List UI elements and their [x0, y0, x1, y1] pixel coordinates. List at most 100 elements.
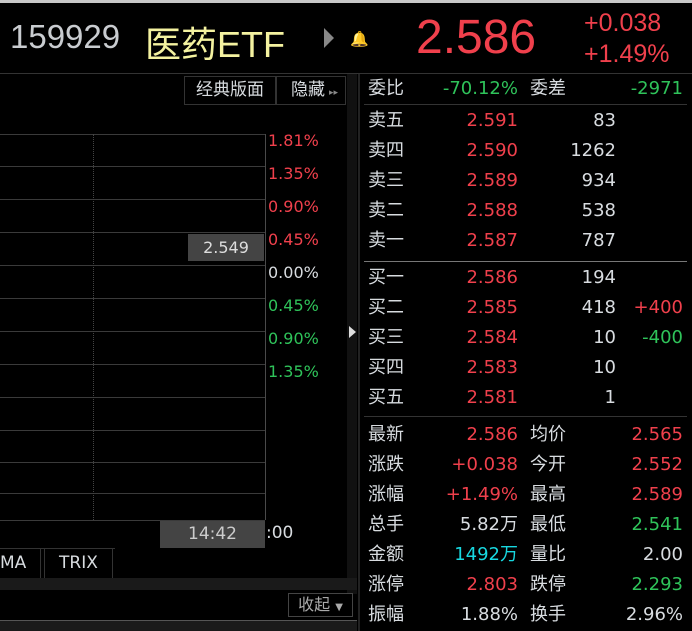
- tab-ma[interactable]: MA: [0, 549, 42, 578]
- bid-volume: 1: [604, 387, 616, 408]
- bid-row[interactable]: 买三 2.584 10 -400: [360, 323, 692, 353]
- bid-row[interactable]: 买一 2.586 194: [360, 263, 692, 293]
- chart-gridline: [0, 166, 265, 167]
- stat-value: 2.552: [631, 454, 683, 475]
- ask-volume: 787: [581, 230, 616, 251]
- bid-label: 买三: [368, 327, 404, 348]
- chart-gridline: [0, 430, 265, 431]
- stock-code: 159929: [10, 18, 121, 55]
- stat-label: 涨停: [368, 574, 404, 595]
- bid-row[interactable]: 买五 2.581 1: [360, 383, 692, 413]
- ask-label: 卖一: [368, 230, 404, 251]
- indicator-tabs: [0, 548, 115, 578]
- last-price: 2.586: [416, 11, 537, 64]
- chart-gridline: [0, 232, 265, 233]
- pct-label: 0.90%: [268, 329, 319, 348]
- stat-label: 最低: [530, 514, 566, 535]
- window-top-border: [0, 0, 692, 3]
- stat-value: 5.82万: [459, 514, 518, 535]
- chart-border: [265, 134, 266, 520]
- stat-row: 总手 5.82万 最低 2.541: [360, 510, 692, 540]
- ask-price: 2.589: [466, 170, 518, 191]
- stat-value: 2.803: [466, 574, 518, 595]
- bid-price: 2.586: [466, 267, 518, 288]
- bid-label: 买四: [368, 357, 404, 378]
- stat-label: 均价: [530, 424, 566, 445]
- bid-volume: 10: [593, 327, 616, 348]
- bid-row[interactable]: 买二 2.585 418 +400: [360, 293, 692, 323]
- chart-gridline: [0, 397, 265, 398]
- collapse-label: 收起: [298, 595, 331, 614]
- stat-label: 总手: [368, 514, 404, 535]
- ask-price: 2.591: [466, 110, 518, 131]
- stat-value: 2.589: [631, 484, 683, 505]
- divider: [364, 416, 687, 417]
- ask-volume: 934: [581, 170, 616, 191]
- tab-trix[interactable]: TRIX: [44, 549, 113, 578]
- chart-gridline: [0, 462, 265, 463]
- diff-value: -2971: [630, 78, 683, 99]
- ask-row[interactable]: 卖五 2.591 83: [360, 106, 692, 136]
- stat-label: 涨幅: [368, 484, 404, 505]
- stat-value: 2.586: [466, 424, 518, 445]
- chart-gridline: [0, 331, 265, 332]
- stat-row: 涨跌 +0.038 今开 2.552: [360, 450, 692, 480]
- divider: [364, 261, 687, 262]
- ask-volume: 538: [581, 200, 616, 221]
- ask-row[interactable]: 卖二 2.588 538: [360, 196, 692, 226]
- bid-label: 买一: [368, 267, 404, 288]
- stock-name: 医药ETF: [145, 24, 285, 65]
- bid-volume: 10: [593, 357, 616, 378]
- chart-dotted-gridline: [93, 134, 94, 520]
- collapse-button[interactable]: 收起 ▼: [288, 593, 353, 617]
- diff-label: 委差: [530, 78, 566, 99]
- stat-label: 金额: [368, 544, 404, 565]
- expand-arrow-icon[interactable]: [349, 326, 356, 338]
- divider: [358, 74, 360, 631]
- chart-gridline: [0, 265, 265, 266]
- stat-value: +0.038: [451, 454, 518, 475]
- stat-label: 今开: [530, 454, 566, 475]
- ask-label: 卖五: [368, 110, 404, 131]
- bell-icon[interactable]: 🔔: [350, 30, 369, 48]
- bottom-panel: [0, 620, 357, 631]
- bid-price: 2.585: [466, 297, 518, 318]
- ask-row[interactable]: 卖三 2.589 934: [360, 166, 692, 196]
- bid-row[interactable]: 买四 2.583 10: [360, 353, 692, 383]
- price-change-pct: +1.49%: [584, 40, 670, 68]
- ask-volume: 83: [593, 110, 616, 131]
- cursor-price-tag: 2.549: [188, 234, 264, 261]
- stat-value: 2.541: [631, 514, 683, 535]
- chart-gridline: [0, 199, 265, 200]
- bid-volume-change: +400: [633, 297, 683, 318]
- stat-label: 量比: [530, 544, 566, 565]
- ask-price: 2.587: [466, 230, 518, 251]
- play-icon[interactable]: [324, 28, 334, 48]
- classic-layout-button[interactable]: 经典版面: [184, 76, 276, 105]
- pct-label: 1.81%: [268, 131, 319, 150]
- chart-gridline: [0, 298, 265, 299]
- bid-volume: 194: [581, 267, 616, 288]
- ask-row[interactable]: 卖一 2.587 787: [360, 226, 692, 256]
- ask-price: 2.588: [466, 200, 518, 221]
- stat-row: 涨停 2.803 跌停 2.293: [360, 570, 692, 600]
- stat-label: 换手: [530, 604, 566, 625]
- price-change: +0.038: [584, 9, 662, 37]
- horizontal-scrollbar[interactable]: [0, 578, 357, 590]
- chart-gridline: [0, 364, 265, 365]
- stat-value: 2.00: [642, 544, 683, 565]
- hide-button[interactable]: 隐藏 ▸▸: [276, 76, 346, 105]
- ask-row[interactable]: 卖四 2.590 1262: [360, 136, 692, 166]
- pct-label: 0.45%: [268, 230, 319, 249]
- divider: [364, 104, 687, 105]
- bid-volume-change: -400: [642, 327, 683, 348]
- stat-value: +1.49%: [445, 484, 518, 505]
- stat-row: 涨幅 +1.49% 最高 2.589: [360, 480, 692, 510]
- ask-price: 2.590: [466, 140, 518, 161]
- stat-label: 跌停: [530, 574, 566, 595]
- order-ratio-row: 委比 -70.12% 委差 -2971: [360, 74, 692, 104]
- chevron-down-icon: ▼: [335, 602, 343, 613]
- stat-label: 最新: [368, 424, 404, 445]
- time-axis-label: :00: [266, 523, 294, 543]
- ask-volume: 1262: [570, 140, 616, 161]
